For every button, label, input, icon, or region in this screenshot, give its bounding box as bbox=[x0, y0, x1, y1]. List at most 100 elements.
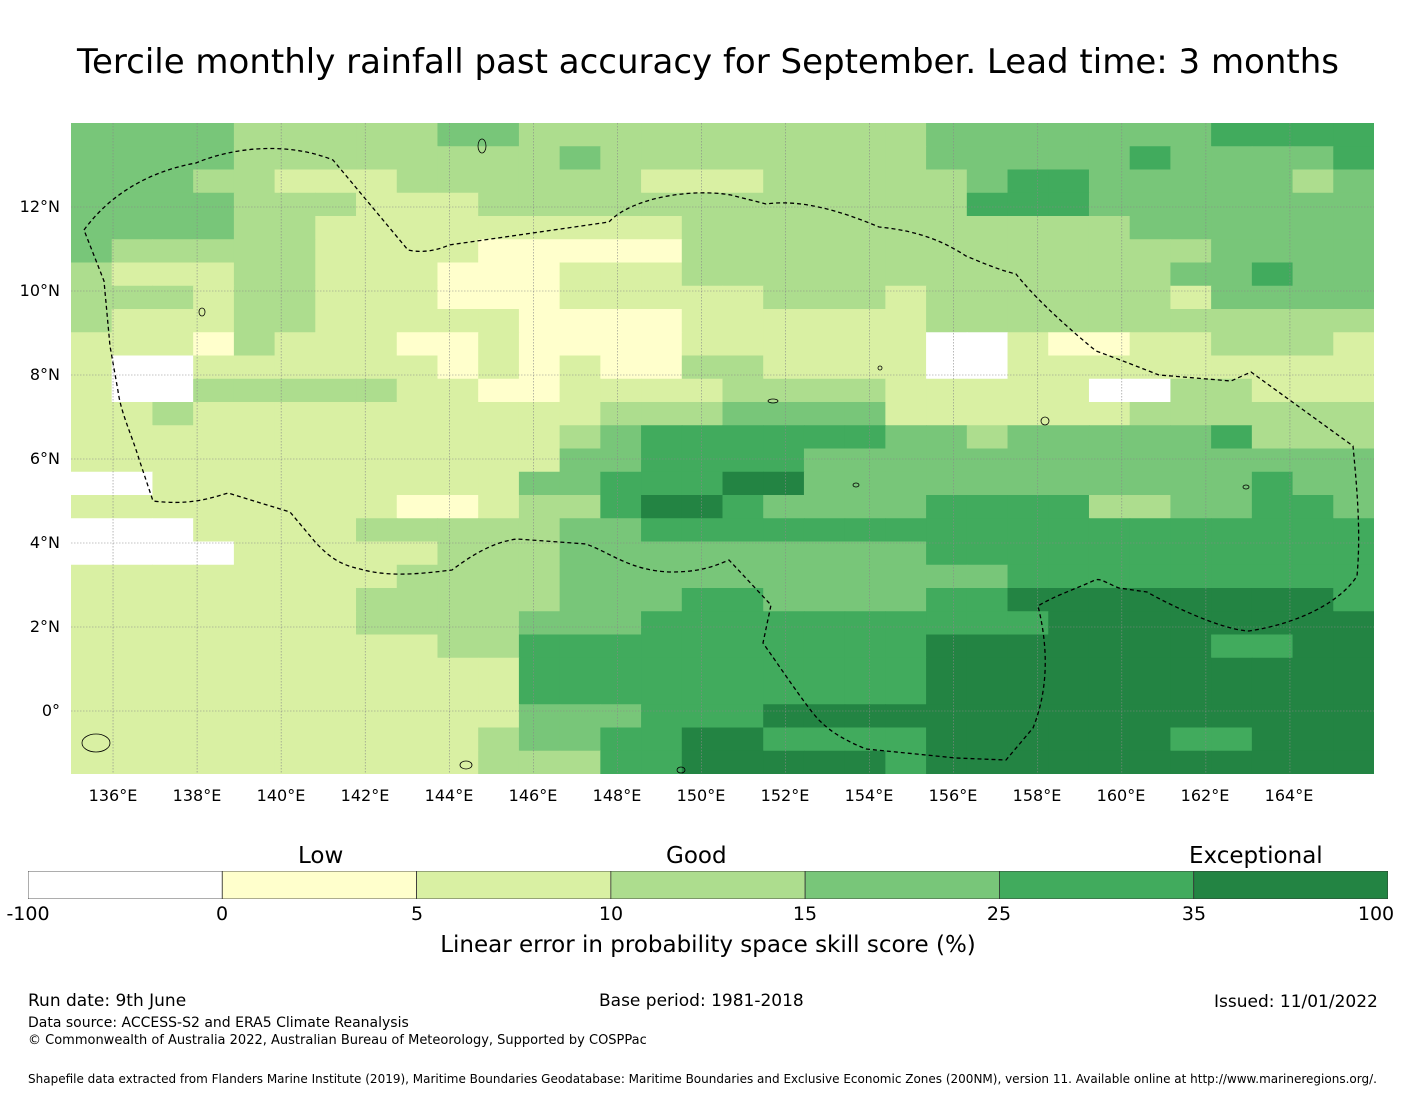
skill-cell bbox=[71, 146, 113, 171]
skill-cell bbox=[681, 611, 724, 636]
lat-label-6n: 6°N bbox=[29, 449, 60, 468]
skill-cell bbox=[844, 262, 886, 287]
skill-cell bbox=[396, 611, 439, 636]
skill-cell bbox=[193, 285, 235, 310]
skill-cell bbox=[1129, 634, 1172, 659]
skill-cell bbox=[600, 588, 642, 612]
skill-cell bbox=[1170, 169, 1212, 194]
skill-cell bbox=[1251, 681, 1294, 705]
skill-cell bbox=[600, 518, 642, 543]
skill-cell bbox=[1251, 123, 1294, 147]
skill-cell bbox=[844, 657, 886, 682]
skill-cell bbox=[1251, 541, 1294, 566]
skill-cell bbox=[1251, 285, 1294, 310]
skill-cell bbox=[437, 309, 479, 333]
skill-cell bbox=[193, 564, 235, 589]
lon-label-158e: 158°E bbox=[1012, 786, 1062, 805]
eez-boundary bbox=[83, 147, 1360, 761]
skill-cell bbox=[315, 564, 357, 589]
skill-cell bbox=[1292, 704, 1334, 729]
skill-cell bbox=[681, 750, 724, 774]
skill-cell bbox=[763, 262, 805, 287]
skill-cell bbox=[396, 541, 439, 566]
skill-cell bbox=[152, 123, 194, 147]
skill-cell bbox=[926, 727, 968, 752]
skill-cell bbox=[1088, 681, 1131, 705]
skill-cell bbox=[1251, 471, 1294, 496]
skill-cell bbox=[641, 146, 683, 171]
skill-cell bbox=[681, 448, 724, 473]
skill-cell bbox=[437, 169, 479, 194]
skill-cell bbox=[1292, 192, 1334, 217]
skill-cell bbox=[641, 285, 683, 310]
skill-cell bbox=[193, 518, 235, 543]
skill-cell bbox=[396, 448, 439, 473]
skill-cell bbox=[1048, 588, 1090, 612]
skill-cell bbox=[763, 448, 805, 473]
skill-cell bbox=[152, 634, 194, 659]
skill-cell bbox=[478, 750, 520, 774]
skill-cell bbox=[396, 262, 439, 287]
skill-cell bbox=[885, 169, 927, 194]
skill-cell bbox=[1333, 378, 1374, 403]
skill-cell bbox=[1007, 146, 1049, 171]
skill-cell bbox=[600, 471, 642, 496]
skill-cell bbox=[1251, 332, 1294, 357]
skill-cell bbox=[885, 448, 927, 473]
skill-cell bbox=[518, 704, 561, 729]
skill-cell bbox=[1007, 518, 1049, 543]
skill-cell bbox=[1211, 123, 1253, 147]
skill-cell bbox=[518, 634, 561, 659]
skill-cell bbox=[274, 309, 316, 333]
skill-cell bbox=[722, 495, 764, 519]
skill-cell bbox=[966, 657, 1009, 682]
skill-cell bbox=[600, 495, 642, 519]
skill-cell bbox=[437, 471, 479, 496]
lon-label-142e: 142°E bbox=[340, 786, 390, 805]
skill-cell bbox=[1007, 169, 1049, 194]
skill-cell bbox=[803, 285, 846, 310]
skill-cell bbox=[1129, 564, 1172, 589]
skill-cell bbox=[681, 239, 724, 264]
skill-cell bbox=[193, 704, 235, 729]
skill-cell bbox=[763, 564, 805, 589]
lon-label-138e: 138°E bbox=[172, 786, 222, 805]
skill-cell bbox=[803, 727, 846, 752]
skill-cell bbox=[478, 471, 520, 496]
skill-cell bbox=[152, 169, 194, 194]
skill-cell bbox=[681, 332, 724, 357]
skill-cell bbox=[1333, 285, 1374, 310]
skill-cell bbox=[803, 216, 846, 240]
skill-cell bbox=[844, 704, 886, 729]
skill-cell bbox=[437, 216, 479, 240]
skill-cell bbox=[681, 425, 724, 450]
skill-cell bbox=[600, 402, 642, 426]
skill-cell bbox=[437, 239, 479, 264]
skill-cell bbox=[437, 448, 479, 473]
skill-cell bbox=[478, 285, 520, 310]
skill-cell bbox=[1088, 285, 1131, 310]
skill-cell bbox=[885, 704, 927, 729]
skill-cell bbox=[1048, 448, 1090, 473]
skill-cell bbox=[600, 448, 642, 473]
skill-cell bbox=[641, 355, 683, 380]
skill-cell bbox=[233, 750, 276, 774]
skill-cell bbox=[274, 657, 316, 682]
skill-cell bbox=[152, 564, 194, 589]
skill-cell bbox=[437, 518, 479, 543]
skill-cell bbox=[803, 425, 846, 450]
skill-cell bbox=[437, 378, 479, 403]
skill-cell bbox=[274, 402, 316, 426]
skill-cell bbox=[1211, 518, 1253, 543]
skill-cell bbox=[1129, 123, 1172, 147]
skill-cell bbox=[396, 471, 439, 496]
skill-cell bbox=[966, 541, 1009, 566]
skill-cell bbox=[1251, 634, 1294, 659]
skill-cell bbox=[641, 727, 683, 752]
skill-cell bbox=[1048, 239, 1090, 264]
skill-cell bbox=[1211, 704, 1253, 729]
skill-cell bbox=[152, 518, 194, 543]
skill-cell bbox=[111, 750, 154, 774]
skill-cell bbox=[478, 378, 520, 403]
skill-cell bbox=[1251, 355, 1294, 380]
